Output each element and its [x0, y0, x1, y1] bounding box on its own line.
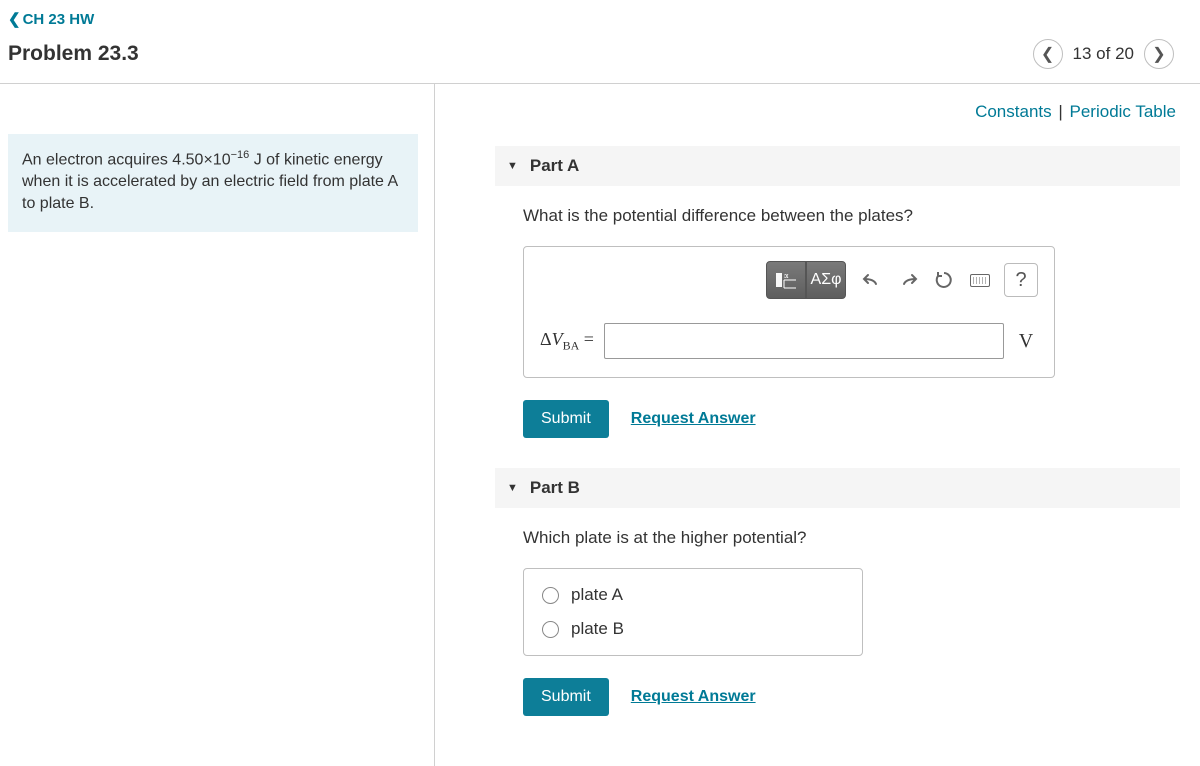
- submit-button-b[interactable]: Submit: [523, 678, 609, 716]
- breadcrumb-label: CH 23 HW: [23, 11, 95, 28]
- undo-button[interactable]: [854, 261, 890, 299]
- answer-box-a: x□ ΑΣφ: [523, 246, 1055, 378]
- prev-button[interactable]: ❮: [1033, 39, 1063, 69]
- next-button[interactable]: ❯: [1144, 39, 1174, 69]
- part-a-label: Part A: [530, 156, 579, 176]
- unit-label: V: [1014, 330, 1038, 353]
- reference-links: Constants | Periodic Table: [495, 102, 1176, 122]
- ref-separator: |: [1058, 102, 1062, 121]
- pager: ❮ 13 of 20 ❯: [1033, 39, 1174, 69]
- problem-prompt: An electron acquires 4.50×10−16 J of kin…: [8, 134, 418, 232]
- keyboard-icon: [970, 274, 990, 287]
- reset-button[interactable]: [926, 261, 962, 299]
- help-button[interactable]: ?: [1004, 263, 1038, 297]
- request-answer-link-b[interactable]: Request Answer: [631, 688, 756, 706]
- submit-button-a[interactable]: Submit: [523, 400, 609, 438]
- part-b-header[interactable]: ▼ Part B: [495, 468, 1180, 508]
- part-a-question: What is the potential difference between…: [523, 206, 1180, 226]
- part-b-question: Which plate is at the higher potential?: [523, 528, 1180, 548]
- prompt-pre: An electron acquires 4.50×10: [22, 151, 231, 168]
- collapse-icon: ▼: [507, 160, 518, 172]
- redo-button[interactable]: [890, 261, 926, 299]
- equation-toolbar: x□ ΑΣφ: [540, 261, 1038, 299]
- radio-option-b[interactable]: plate B: [542, 619, 844, 639]
- greek-button[interactable]: ΑΣφ: [806, 261, 846, 299]
- prompt-exp: −16: [231, 149, 250, 161]
- keyboard-button[interactable]: [962, 261, 998, 299]
- chevron-left-icon: ❮: [8, 11, 21, 28]
- part-a-body: What is the potential difference between…: [495, 206, 1180, 468]
- pager-text: 13 of 20: [1073, 44, 1134, 64]
- radio-label-b: plate B: [571, 619, 624, 639]
- periodic-table-link[interactable]: Periodic Table: [1070, 102, 1176, 121]
- radio-icon: [542, 621, 559, 638]
- request-answer-link-a[interactable]: Request Answer: [631, 410, 756, 428]
- part-a-header[interactable]: ▼ Part A: [495, 146, 1180, 186]
- variable-label: ΔVBA =: [540, 329, 594, 354]
- part-b-label: Part B: [530, 478, 580, 498]
- svg-text:□: □: [784, 274, 788, 280]
- radio-option-a[interactable]: plate A: [542, 585, 844, 605]
- templates-button[interactable]: x□: [766, 261, 806, 299]
- radio-icon: [542, 587, 559, 604]
- radio-group: plate A plate B: [523, 568, 863, 656]
- collapse-icon: ▼: [507, 482, 518, 494]
- breadcrumb-link[interactable]: ❮CH 23 HW: [8, 11, 94, 28]
- radio-label-a: plate A: [571, 585, 623, 605]
- answer-input-a[interactable]: [604, 323, 1004, 359]
- constants-link[interactable]: Constants: [975, 102, 1052, 121]
- part-b-body: Which plate is at the higher potential? …: [495, 528, 1180, 746]
- page-title: Problem 23.3: [8, 42, 139, 66]
